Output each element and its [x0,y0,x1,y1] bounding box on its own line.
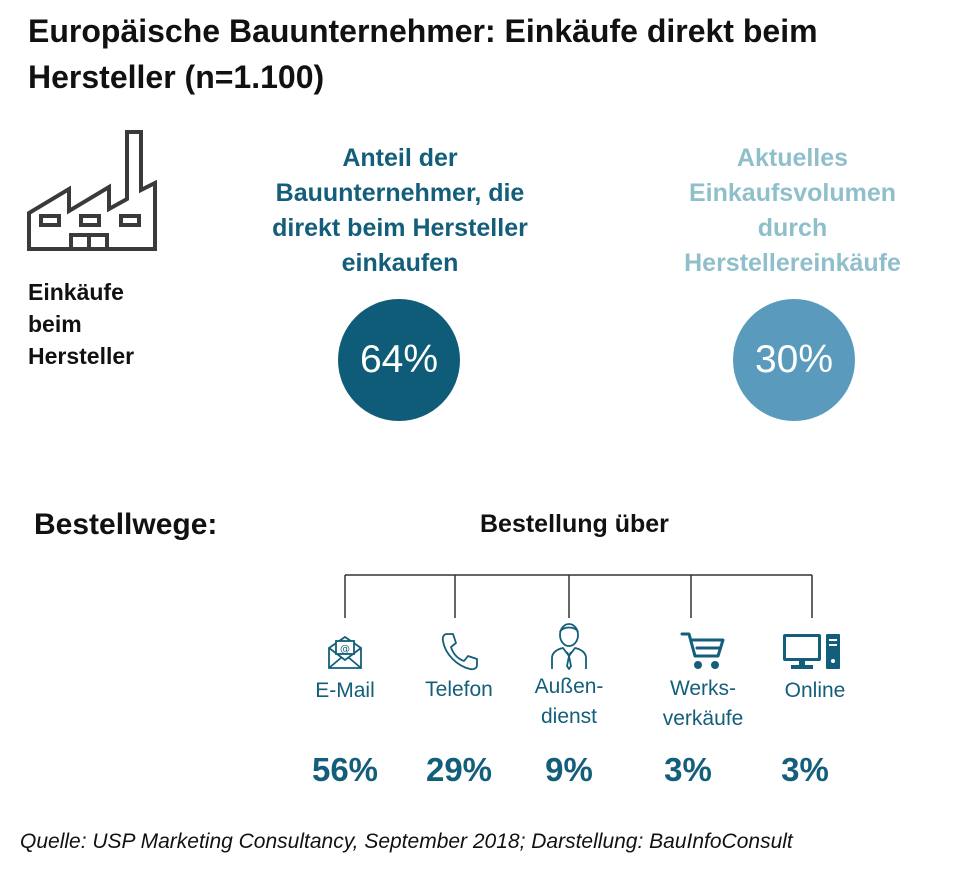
phone-icon [441,633,478,671]
stat-heading-line: direkt beim Hersteller [272,214,528,242]
stat-circle-volume: 30% [733,299,855,421]
stat-heading-line: Anteil der [342,144,458,172]
section-label: Bestellwege: [34,508,218,541]
channel-value-online: 3% [781,751,829,788]
stat-heading-line: Herstellereinkäufe [684,249,901,277]
factory-label-line: Einkäufe [28,279,124,305]
channel-value-phone: 29% [425,751,493,788]
page-title: Europäische Bauunternehmer: Einkäufe dir… [28,13,818,95]
svg-text:@: @ [340,644,350,655]
channel-label-factory-sales: verkäufe [662,707,744,730]
channel-factory-sales: Werks- verkäufe [633,630,773,734]
channel-label-email: E-Mail [315,679,375,702]
factory-label-line: beim [28,311,82,337]
cart-icon [680,632,725,669]
channel-online: Online [755,632,875,706]
email-icon: @ [328,635,362,669]
channel-label-online: Online [784,679,846,702]
factory-label-line: Hersteller [28,343,135,369]
channel-email: @ E-Mail [285,632,405,706]
factory-label: Einkäufe beim Hersteller [28,276,188,372]
stat-heading-line: einkaufen [341,249,459,277]
stat-heading-line: Bauunternehmer, die [275,179,525,207]
channel-field-sales: Außen- dienst [509,622,629,732]
channel-label-phone: Telefon [425,678,493,701]
channel-label-field-sales: dienst [540,705,598,728]
channel-value-email: 56% [311,751,379,788]
stat-heading-share: Anteil der Bauunternehmer, die direkt be… [240,141,560,281]
factory-icon [27,130,157,251]
stat-heading-volume: Aktuelles Einkaufsvolumen durch Herstell… [640,141,945,281]
computer-icon [783,634,840,669]
channel-label-field-sales: Außen- [534,675,604,698]
channel-phone: Telefon [399,630,519,705]
source-note: Quelle: USP Marketing Consultancy, Septe… [20,830,793,853]
channel-value-factory-sales: 3% [664,751,712,788]
channel-label-factory-sales: Werks- [669,677,737,700]
stat-circle-share: 64% [338,299,460,421]
stat-heading-line: Einkaufsvolumen [689,179,896,207]
stat-value-volume: 30% [754,338,834,381]
tree-title: Bestellung über [480,510,669,538]
stat-value-share: 64% [359,338,439,381]
channel-value-field-sales: 9% [545,751,593,788]
stat-heading-line: durch [757,214,828,242]
sales-rep-icon [551,623,587,670]
stat-heading-line: Aktuelles [736,144,849,172]
